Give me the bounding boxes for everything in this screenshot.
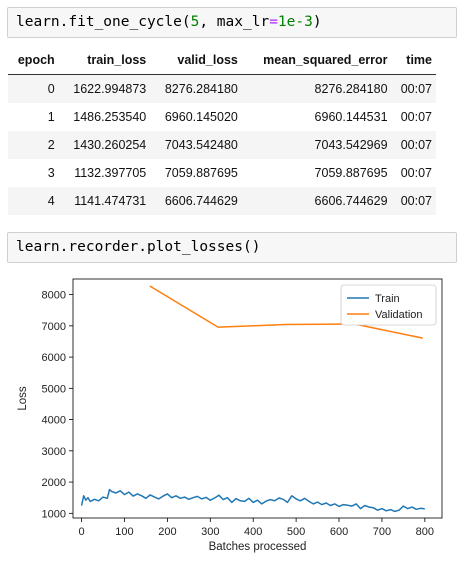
y-tick-label: 2000	[42, 477, 66, 489]
table-cell: 6606.744629	[241, 187, 392, 215]
x-tick-label: 300	[201, 526, 219, 538]
table-header-row: epoch train_loss valid_loss mean_squared_er…	[8, 46, 436, 75]
y-tick-label: 5000	[42, 383, 66, 395]
table-row: 0 1622.994873 8276.284180 8276.284180 00:07	[8, 74, 436, 103]
y-tick-label: 3000	[42, 446, 66, 458]
y-tick-label: 1000	[42, 508, 66, 520]
column-header: time	[391, 46, 436, 75]
table-cell: 00:07	[400, 166, 432, 180]
table-cell: 0	[8, 74, 59, 103]
series-line-train	[80, 488, 425, 513]
legend-box	[340, 284, 437, 326]
x-tick-label: 500	[287, 526, 305, 538]
column-header: mean_squared_error	[241, 46, 392, 75]
code-token: 1e-3	[277, 14, 313, 30]
table-cell: 00:07	[391, 187, 436, 215]
table-row: 4 1141.474731 6606.744629 6606.744629 00:07	[8, 187, 436, 215]
losses-chart: 1000 2000 3000 4000 5000 6000 7000 8000 0 100 200 3…	[17, 278, 443, 553]
table-row: 2 1430.260254 7043.542480 7043.542969 00:07	[8, 131, 436, 159]
code-text-fit: learn.fit_one_cycle(5, max_lr=1e-3)	[16, 14, 322, 30]
legend-label: Validation	[375, 309, 423, 321]
y-tick-label: 7000	[42, 321, 66, 333]
table-cell: 00:07	[400, 110, 432, 124]
code-cell-plot[interactable]: learn.recorder.plot_losses()	[7, 232, 457, 263]
x-tick-label: 700	[373, 526, 391, 538]
column-header: valid_loss	[150, 46, 242, 75]
code-token: learn.recorder.plot_losses()	[16, 239, 261, 255]
code-token: =	[269, 14, 278, 30]
table-cell: 6960.145020	[164, 110, 238, 124]
code-token: 5	[190, 14, 200, 30]
training-results-table: epoch train_loss valid_loss mean_squared_er…	[8, 46, 436, 215]
x-axis-label: Batches processed	[209, 541, 307, 553]
code-token: )	[312, 14, 322, 30]
series-line-validation	[149, 285, 423, 339]
table-cell: 2	[8, 131, 59, 159]
table-cell: 3	[47, 166, 55, 180]
table-cell: 7059.887695	[164, 166, 238, 180]
table-cell: 7059.887695	[314, 166, 388, 180]
table-cell: 1622.994873	[58, 74, 151, 103]
code-cell-fit[interactable]: learn.fit_one_cycle(5, max_lr=1e-3)	[7, 7, 457, 38]
table-cell: 8276.284180	[241, 74, 392, 103]
code-text-plot: learn.recorder.plot_losses()	[16, 239, 260, 255]
table-cell: 1141.474731	[58, 187, 151, 215]
column-header: train_loss	[58, 46, 151, 75]
table-cell: 1132.397705	[74, 166, 147, 180]
table-cell: 00:07	[391, 131, 436, 159]
x-tick-label: 400	[244, 526, 262, 538]
x-tick-label: 100	[115, 526, 133, 538]
table-cell: 1486.253540	[73, 110, 147, 124]
table-cell: 1430.260254	[58, 131, 151, 159]
table-cell: 6960.144531	[314, 110, 388, 124]
y-tick-label: 8000	[42, 290, 66, 302]
table-cell: 4	[8, 187, 59, 215]
table-cell: 7043.542969	[241, 131, 392, 159]
column-header: epoch	[8, 46, 59, 75]
table-cell: 1	[47, 110, 55, 124]
table-cell: 6606.744629	[150, 187, 242, 215]
code-token: , max_lr	[199, 14, 270, 30]
y-tick-label: 4000	[42, 415, 66, 427]
x-tick-label: 0	[79, 526, 85, 538]
code-token: learn.fit_one_cycle(	[16, 14, 191, 30]
x-tick-label: 200	[158, 526, 176, 538]
table-row: 1 1486.253540 6960.145020 6960.144531 00:07	[8, 103, 436, 131]
table-cell: 00:07	[391, 74, 436, 103]
table-row: 3 1132.397705 7059.887695 7059.887695 00:07	[8, 159, 436, 187]
legend-label: Train	[375, 293, 400, 305]
table-cell: 8276.284180	[150, 74, 242, 103]
y-tick-label: 6000	[42, 352, 66, 364]
y-axis-label: Loss	[17, 386, 29, 411]
x-tick-label: 600	[330, 526, 348, 538]
table-cell: 7043.542480	[150, 131, 242, 159]
x-tick-label: 800	[416, 526, 434, 538]
